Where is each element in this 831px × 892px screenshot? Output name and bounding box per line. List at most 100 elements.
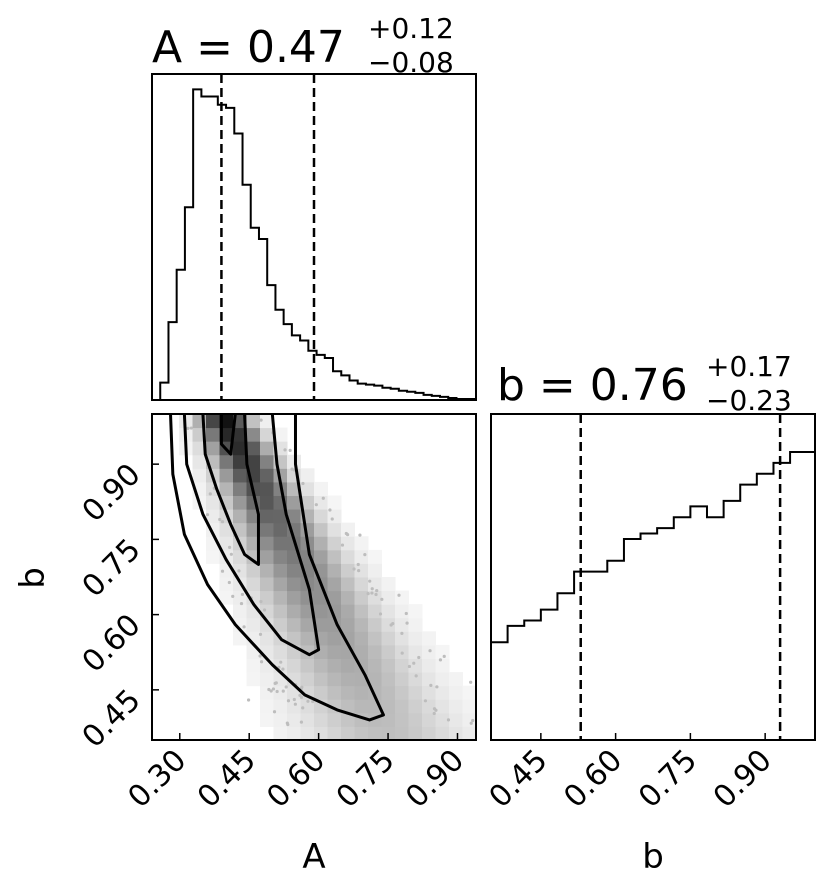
density-cell — [354, 617, 369, 632]
density-cell — [449, 712, 463, 727]
density-cell — [422, 726, 436, 740]
density-cell — [287, 658, 301, 673]
hist-b-bin — [541, 610, 549, 740]
density-cell — [206, 495, 220, 510]
hist-b-bin — [582, 572, 590, 740]
hist-a-bin — [193, 89, 201, 400]
scatter-point — [275, 689, 279, 694]
hist-b-bin — [599, 572, 607, 740]
scatter-point — [435, 685, 439, 689]
hist-a-bin — [407, 392, 415, 400]
density-cell — [368, 563, 382, 578]
density-cell — [381, 604, 396, 619]
hist-a-bin — [317, 355, 325, 400]
density-cell — [300, 658, 315, 673]
hist-a-bin — [210, 97, 218, 400]
hist-b-bin — [566, 593, 574, 740]
hist-a-bin — [358, 384, 366, 400]
density-cell — [287, 590, 301, 605]
contour-level — [169, 414, 385, 722]
scatter-point — [405, 621, 409, 625]
density-cell — [314, 549, 328, 564]
scatter-point — [391, 622, 395, 626]
density-cell — [314, 658, 328, 673]
density-cell — [314, 685, 328, 700]
density-cell — [260, 522, 274, 537]
scatter-point — [471, 718, 475, 723]
density-cell — [354, 726, 369, 740]
density-cell — [273, 522, 288, 537]
scatter-point — [434, 708, 438, 712]
scatter-point — [442, 654, 446, 658]
density-cell — [246, 658, 261, 673]
density-cell — [287, 726, 301, 740]
hist-b-bin — [757, 474, 765, 740]
density-cell — [246, 454, 261, 469]
density-cell — [314, 522, 328, 537]
scatter-point — [242, 625, 246, 629]
density-cell — [327, 672, 342, 687]
density-cell — [422, 672, 436, 687]
density-cell — [273, 590, 288, 605]
density-cell — [354, 604, 369, 619]
scatter-point — [400, 631, 404, 635]
hist-a-bin — [168, 322, 176, 400]
density-cell — [341, 699, 355, 714]
density-cell — [246, 644, 261, 659]
hist-b-bin — [682, 517, 690, 740]
density-cell — [449, 672, 463, 687]
marginal-b-histogram — [491, 451, 815, 740]
marginal-b-x-ticks: 0.45 0.60 0.75 0.90 — [483, 733, 779, 815]
density-cell — [341, 590, 355, 605]
hist-a-step — [152, 88, 476, 401]
density-cell — [260, 468, 274, 483]
marginal-b-quantiles — [579, 414, 782, 740]
density-cell — [381, 658, 396, 673]
hist-b-bin — [516, 626, 524, 740]
density-cell — [300, 481, 315, 496]
density-cell — [341, 712, 355, 727]
hist-a-bin — [267, 285, 275, 400]
x-tick-label: 0.60 — [557, 743, 629, 815]
density-cell — [260, 577, 274, 592]
scatter-point — [358, 533, 362, 537]
y-tick-label: 0.90 — [76, 457, 148, 529]
density-cell — [273, 509, 288, 524]
scatter-point — [446, 718, 451, 722]
density-cell — [273, 427, 288, 442]
density-cell — [435, 658, 450, 673]
hist-b-step — [491, 451, 815, 644]
density-heatmap — [179, 414, 476, 740]
density-cell — [233, 468, 247, 483]
density-cell — [260, 712, 274, 727]
density-cell — [273, 604, 288, 619]
scatter-point — [429, 683, 433, 687]
scatter-point — [368, 579, 372, 583]
x-axis-label-b: b — [642, 837, 664, 877]
hist-a-bin — [226, 108, 234, 400]
hist-a-bin — [251, 228, 259, 400]
joint-frame — [151, 413, 477, 741]
density-cell — [408, 685, 423, 700]
density-cell — [314, 617, 328, 632]
scatter-point — [428, 649, 432, 653]
density-cell — [462, 712, 476, 727]
density-cell — [381, 590, 396, 605]
density-cell — [327, 577, 342, 592]
hist-a-bin — [325, 358, 333, 400]
marginal-b-panel: 0.45 0.60 0.75 0.90 b b = 0.76 +0.17 −0.23 — [483, 350, 816, 877]
scatter-point — [328, 508, 332, 512]
scatter-point — [258, 632, 263, 637]
density-cell — [327, 495, 342, 510]
scatter-point — [357, 569, 361, 573]
density-cell — [341, 672, 355, 687]
density-cell — [368, 631, 382, 646]
density-cell — [273, 644, 288, 659]
density-cell — [260, 563, 274, 578]
hist-b-bin — [707, 517, 715, 740]
hist-a-bin — [259, 239, 267, 400]
density-cell — [260, 685, 274, 700]
density-cell — [327, 590, 342, 605]
scatter-point — [218, 517, 222, 522]
density-cell — [341, 577, 355, 592]
